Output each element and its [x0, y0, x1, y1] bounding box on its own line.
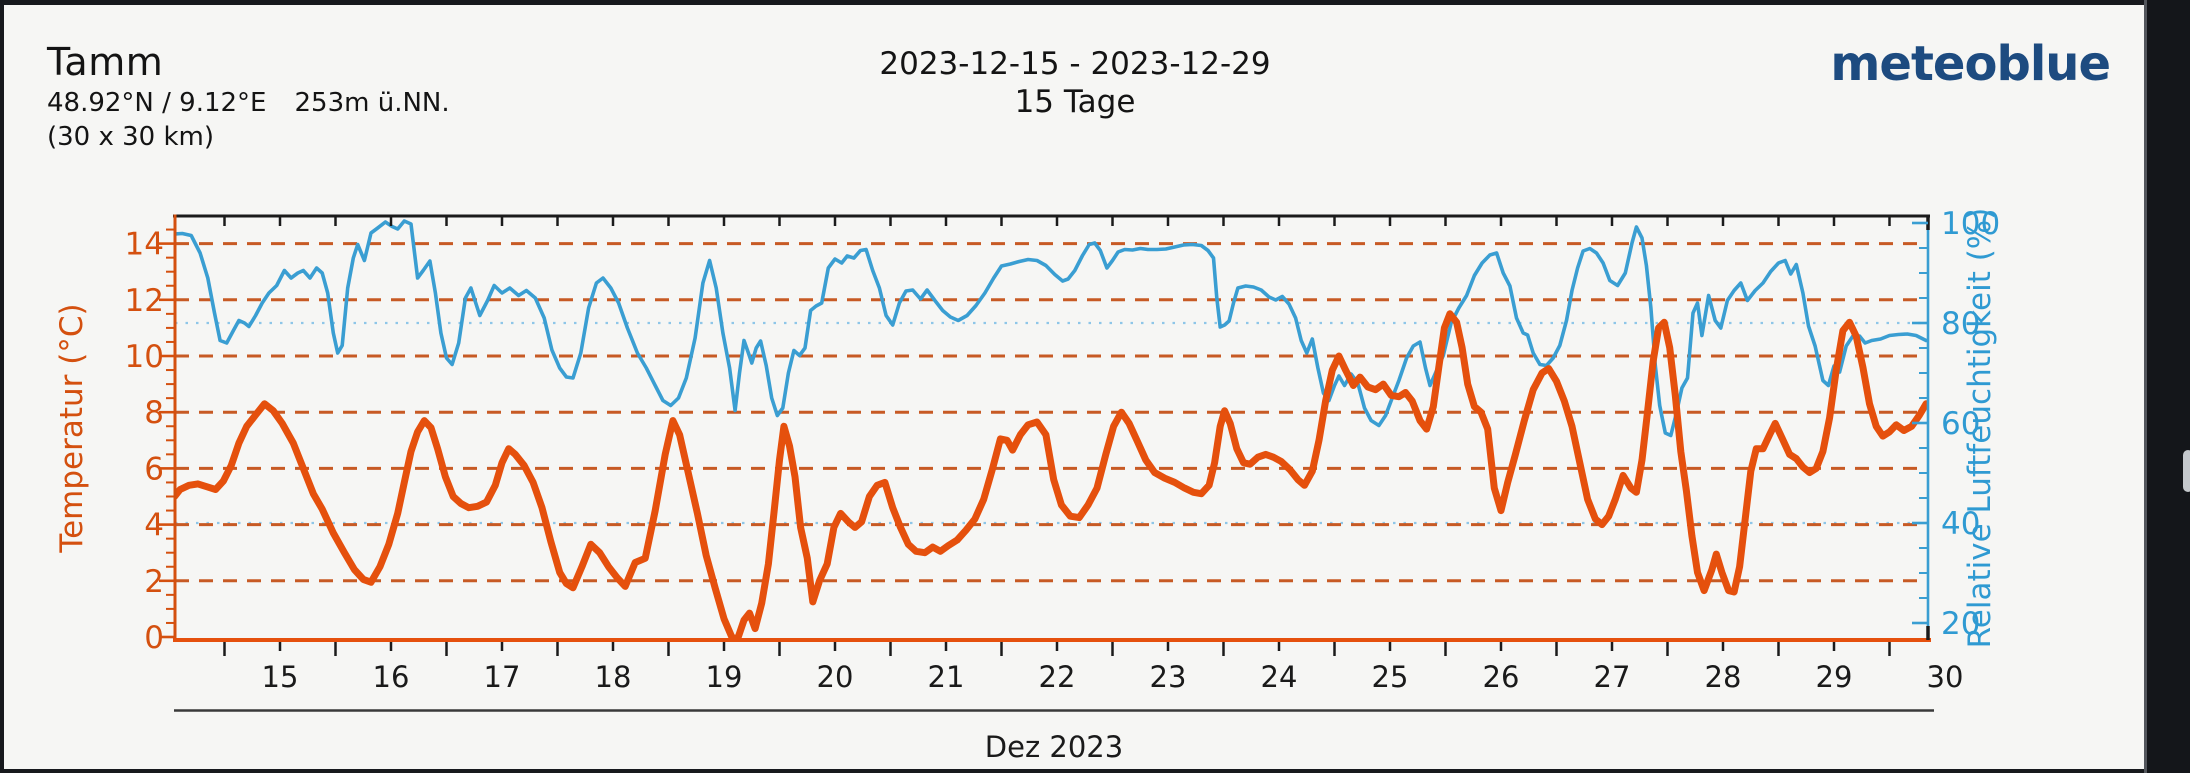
elevation-text: 253m ü.NN.	[294, 88, 450, 118]
y-left-tick-label: 12	[125, 283, 164, 319]
y-right-tick-label: 60	[1941, 406, 1980, 442]
humidity-line	[175, 219, 1928, 438]
y-right-axis-title: Relative Luftfeuchtigkeit (%)	[1962, 208, 1998, 649]
x-day-label: 20	[817, 660, 854, 694]
x-day-label: 19	[706, 660, 743, 694]
y-left-axis-title: Temperatur (°C)	[54, 303, 90, 553]
y-right-tick-label: 40	[1941, 506, 1980, 542]
scrollbar-thumb[interactable]	[2183, 450, 2190, 492]
x-day-label: 25	[1372, 660, 1409, 694]
y-right-tick-label: 20	[1941, 606, 1980, 642]
x-day-label: 16	[373, 660, 410, 694]
x-day-label: 17	[484, 660, 521, 694]
station-name: Tamm	[47, 40, 164, 84]
y-left-tick-label: 4	[144, 508, 164, 544]
x-day-label: 23	[1150, 660, 1187, 694]
x-day-label: 22	[1039, 660, 1076, 694]
x-day-label: 29	[1816, 660, 1853, 694]
x-day-label: 28	[1705, 660, 1742, 694]
date-range-title: 2023-12-15 - 2023-12-29	[879, 46, 1271, 82]
series-layer	[175, 219, 1928, 640]
window-frame-bottom	[0, 769, 2190, 773]
x-day-label: 26	[1483, 660, 1520, 694]
station-coordinates: 48.92°N / 9.12°E 253m ü.NN.	[47, 88, 450, 118]
meteoblue-logo: meteoblue	[1830, 36, 2111, 92]
x-day-label: 15	[262, 660, 299, 694]
x-day-label: 30	[1927, 660, 1964, 694]
coords-text: 48.92°N / 9.12°E	[47, 88, 267, 118]
temperature-line	[175, 310, 1928, 640]
x-day-label: 27	[1594, 660, 1631, 694]
y-left-tick-label: 10	[125, 339, 164, 375]
x-day-label: 18	[595, 660, 632, 694]
duration-subtitle: 15 Tage	[1014, 84, 1136, 120]
y-left-tick-label: 2	[144, 564, 164, 600]
window-frame-top	[0, 0, 2190, 5]
window-frame-left	[0, 0, 4, 773]
y-right-tick-label: 100	[1941, 206, 2000, 242]
y-left-tick-label: 6	[144, 451, 164, 487]
axes-layer	[159, 214, 1931, 656]
x-day-label: 21	[928, 660, 965, 694]
y-right-tick-label: 80	[1941, 306, 1980, 342]
gridlines-layer	[175, 242, 1928, 583]
x-day-label: 24	[1261, 660, 1298, 694]
y-left-tick-label: 8	[144, 395, 164, 431]
right-side-panel	[2144, 0, 2190, 773]
y-left-tick-label: 14	[125, 227, 164, 263]
x-axis-title: Dez 2023	[985, 730, 1123, 764]
y-left-tick-label: 0	[144, 620, 164, 656]
model-resolution: (30 x 30 km)	[47, 122, 215, 152]
